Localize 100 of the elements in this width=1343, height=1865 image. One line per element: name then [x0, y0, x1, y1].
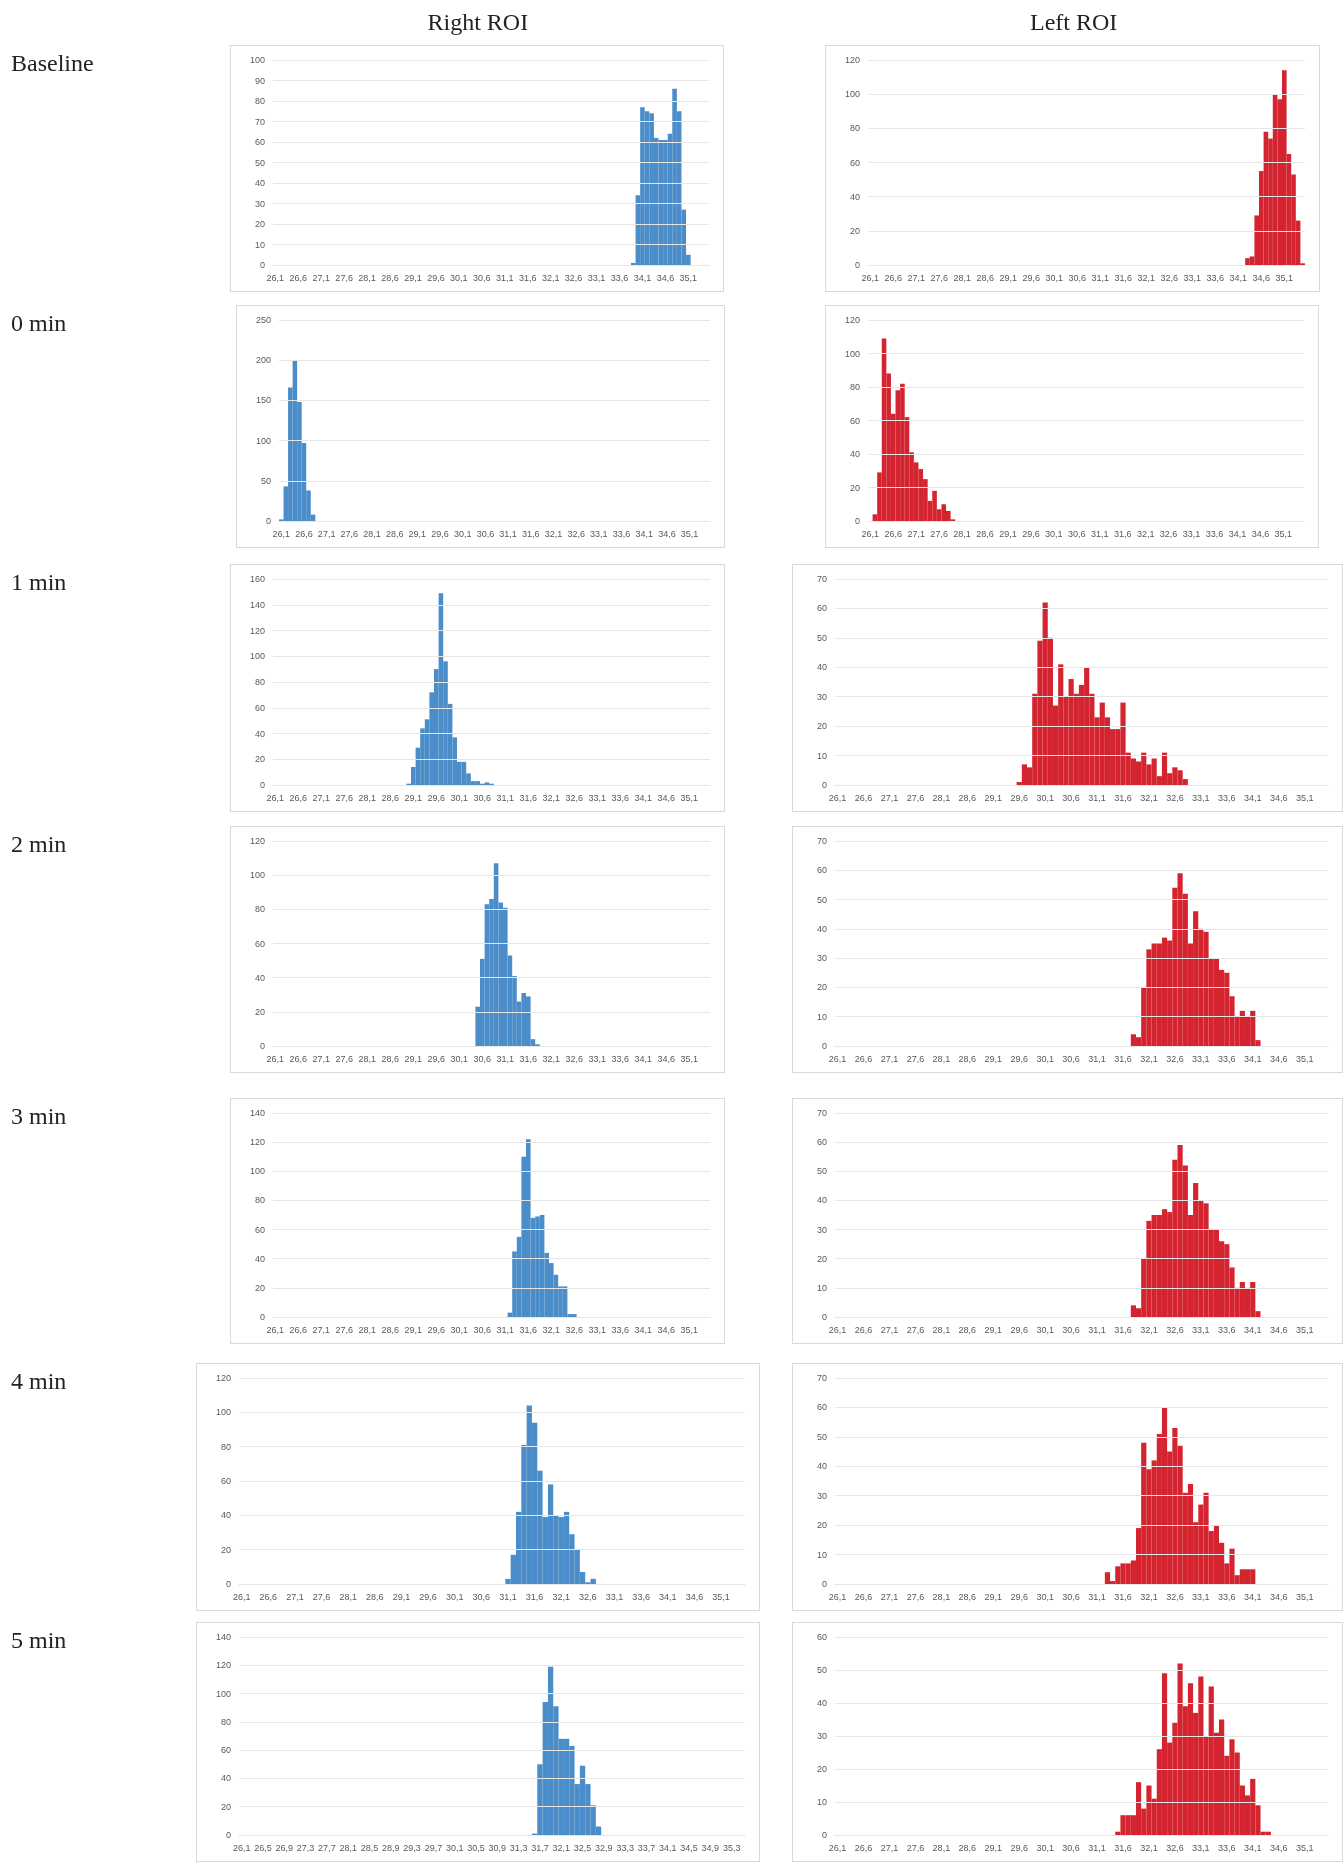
x-tick-label: 34,6: [1269, 1842, 1288, 1853]
y-tick-label: 60: [254, 1224, 265, 1235]
x-tick-label: 26,1: [861, 272, 880, 283]
x-tick-label: 35,1: [1295, 1591, 1314, 1602]
y-tick-label: 120: [249, 1137, 265, 1148]
x-tick-label: 32,6: [565, 1324, 584, 1335]
bar: [1213, 958, 1220, 1046]
x-tick-label: 32,6: [565, 792, 584, 803]
x-tick-label: 29,6: [1010, 1053, 1028, 1064]
y-tick-label: 40: [816, 662, 827, 673]
x-tick-label: 32,1: [541, 272, 560, 283]
y-tick-label: 120: [215, 1660, 231, 1671]
y-tick-label: 20: [220, 1801, 231, 1812]
x-tick-label: 30,1: [1036, 1842, 1054, 1853]
x-tick-label: 31,1: [1088, 792, 1106, 803]
text: 3 min: [11, 1103, 67, 1130]
x-tick-label: 28,6: [381, 272, 399, 283]
x-tick-label: 27,6: [335, 1324, 354, 1335]
x-tick-label: 34,1: [1243, 1842, 1262, 1853]
x-tick-label: 27,1: [880, 792, 899, 803]
x-tick-label: 34,5: [680, 1842, 698, 1853]
x-tick-label: 29,6: [427, 1053, 446, 1064]
chart-title: Left ROI: [1030, 9, 1118, 36]
x-tick-label: 31,1: [496, 792, 515, 803]
bar: [1187, 1683, 1194, 1835]
x-tick-label: 34,6: [1251, 528, 1270, 539]
x-tick-label: 28,6: [381, 792, 400, 803]
x-tick-label: 31,6: [1114, 1842, 1132, 1853]
x-tick-label: 27,7: [318, 1842, 336, 1853]
x-tick-label: 33,1: [1192, 792, 1210, 803]
x-tick-label: 30,6: [473, 1324, 492, 1335]
y-tick-label: 20: [816, 721, 827, 732]
x-tick-label: 26,6: [259, 1591, 278, 1602]
x-tick-label: 27,1: [880, 1053, 899, 1064]
y-tick-label: 0: [265, 516, 271, 526]
y-tick-label: 80: [254, 677, 265, 687]
x-tick-label: 33,6: [1218, 1842, 1236, 1853]
x-tick-label: 29,1: [999, 528, 1017, 539]
x-tick-label: 31,1: [1088, 1053, 1106, 1064]
x-tick-label: 31,1: [1088, 1324, 1106, 1335]
y-tick-label: 80: [220, 1441, 231, 1452]
x-tick-label: 28,6: [958, 1053, 977, 1064]
x-tick-label: 33,6: [1206, 272, 1225, 283]
x-tick-label: 34,6: [657, 792, 676, 803]
x-tick-label: 33,3: [616, 1842, 634, 1853]
y-tick-label: 60: [816, 1402, 827, 1413]
y-tick-label: 40: [254, 972, 265, 983]
x-tick-label: 31,1: [1091, 272, 1110, 283]
x-tick-label: 30,1: [450, 272, 468, 283]
x-tick-label: 35,1: [712, 1591, 730, 1602]
x-tick-label: 28,6: [385, 528, 404, 539]
x-tick-label: 34,1: [634, 1053, 653, 1064]
y-tick-label: 200: [255, 355, 271, 366]
x-tick-label: 31,1: [1088, 1591, 1106, 1602]
x-tick-label: 27,1: [312, 792, 331, 803]
x-tick-label: 34,1: [634, 1324, 653, 1335]
y-tick-label: 60: [849, 157, 860, 168]
x-tick-label: 35,1: [1295, 1053, 1314, 1064]
y-tick-label: 10: [816, 1282, 827, 1293]
y-tick-label: 60: [816, 865, 827, 876]
bar: [1161, 937, 1168, 1046]
y-tick-label: 10: [816, 750, 827, 761]
x-tick-label: 34,1: [659, 1591, 677, 1602]
y-tick-label: 70: [254, 116, 265, 127]
x-tick-label: 31,6: [1114, 1053, 1132, 1064]
x-tick-label: 27,6: [906, 1053, 925, 1064]
y-tick-label: 0: [259, 1041, 265, 1051]
x-tick-label: 31,1: [496, 272, 514, 283]
x-tick-label: 28,6: [381, 1053, 400, 1064]
y-tick-label: 100: [249, 870, 265, 881]
bar: [1104, 1572, 1111, 1584]
y-tick-label: 60: [254, 702, 265, 713]
x-tick-label: 33,1: [588, 1324, 607, 1335]
x-tick-label: 35,1: [1275, 272, 1294, 283]
y-tick-label: 50: [816, 894, 827, 905]
x-tick-label: 34,6: [656, 272, 675, 283]
x-tick-label: 35,1: [1295, 1324, 1314, 1335]
x-tick-label: 28,6: [958, 792, 977, 803]
x-tick-label: 27,6: [335, 1053, 354, 1064]
x-tick-label: 34,1: [1243, 1591, 1262, 1602]
bar: [1161, 752, 1168, 785]
x-tick-label: 31,1: [496, 1324, 515, 1335]
y-tick-label: 10: [254, 239, 265, 250]
y-tick-label: 150: [255, 395, 271, 406]
y-tick-label: 70: [816, 1373, 827, 1383]
x-tick-label: 31,1: [1091, 528, 1109, 539]
x-tick-label: 28,1: [953, 272, 972, 283]
y-tick-label: 140: [215, 1632, 231, 1642]
x-tick-label: 35,1: [1295, 1842, 1314, 1853]
x-tick-label: 28,6: [976, 272, 995, 283]
y-tick-label: 80: [254, 96, 265, 106]
bar: [484, 782, 490, 785]
x-tick-label: 29,1: [404, 792, 423, 803]
y-tick-label: 50: [816, 1166, 827, 1177]
x-tick-label: 27,6: [930, 528, 948, 539]
x-tick-label: 27,1: [312, 272, 330, 283]
x-tick-label: 27,1: [880, 1842, 899, 1853]
y-tick-label: 30: [816, 1731, 827, 1741]
x-tick-label: 28,1: [363, 528, 381, 539]
y-tick-label: 20: [849, 225, 860, 236]
